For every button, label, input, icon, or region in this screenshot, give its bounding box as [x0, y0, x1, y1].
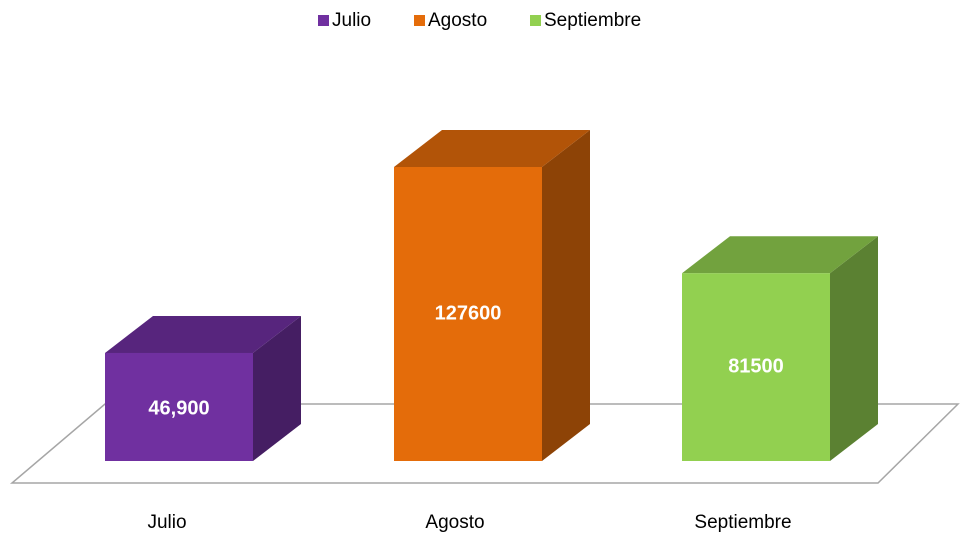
bar-top — [682, 236, 878, 274]
value-label: 127600 — [435, 302, 502, 324]
floor — [9, 403, 960, 484]
legend-swatch — [414, 15, 425, 26]
legend-label: Agosto — [428, 10, 487, 31]
legend-swatch — [318, 15, 329, 26]
bar — [105, 352, 253, 461]
x-tick-label: Julio — [147, 512, 186, 533]
bar-3d — [394, 130, 590, 461]
bar-side — [253, 315, 301, 461]
bar-side — [542, 130, 590, 461]
legend-label: Julio — [332, 10, 371, 31]
bar-side — [830, 236, 878, 461]
bar-3d — [105, 315, 301, 461]
value-label: 81500 — [728, 355, 784, 377]
bar-top — [394, 130, 590, 167]
bar — [394, 167, 542, 461]
legend-swatch — [530, 15, 541, 26]
x-tick-label: Septiembre — [694, 512, 791, 533]
bar-3d — [682, 236, 878, 461]
bar-top — [105, 315, 301, 353]
bar — [682, 273, 830, 461]
x-tick-label: Agosto — [425, 512, 484, 533]
value-label: 46,900 — [148, 397, 209, 419]
legend-label: Septiembre — [544, 10, 641, 31]
